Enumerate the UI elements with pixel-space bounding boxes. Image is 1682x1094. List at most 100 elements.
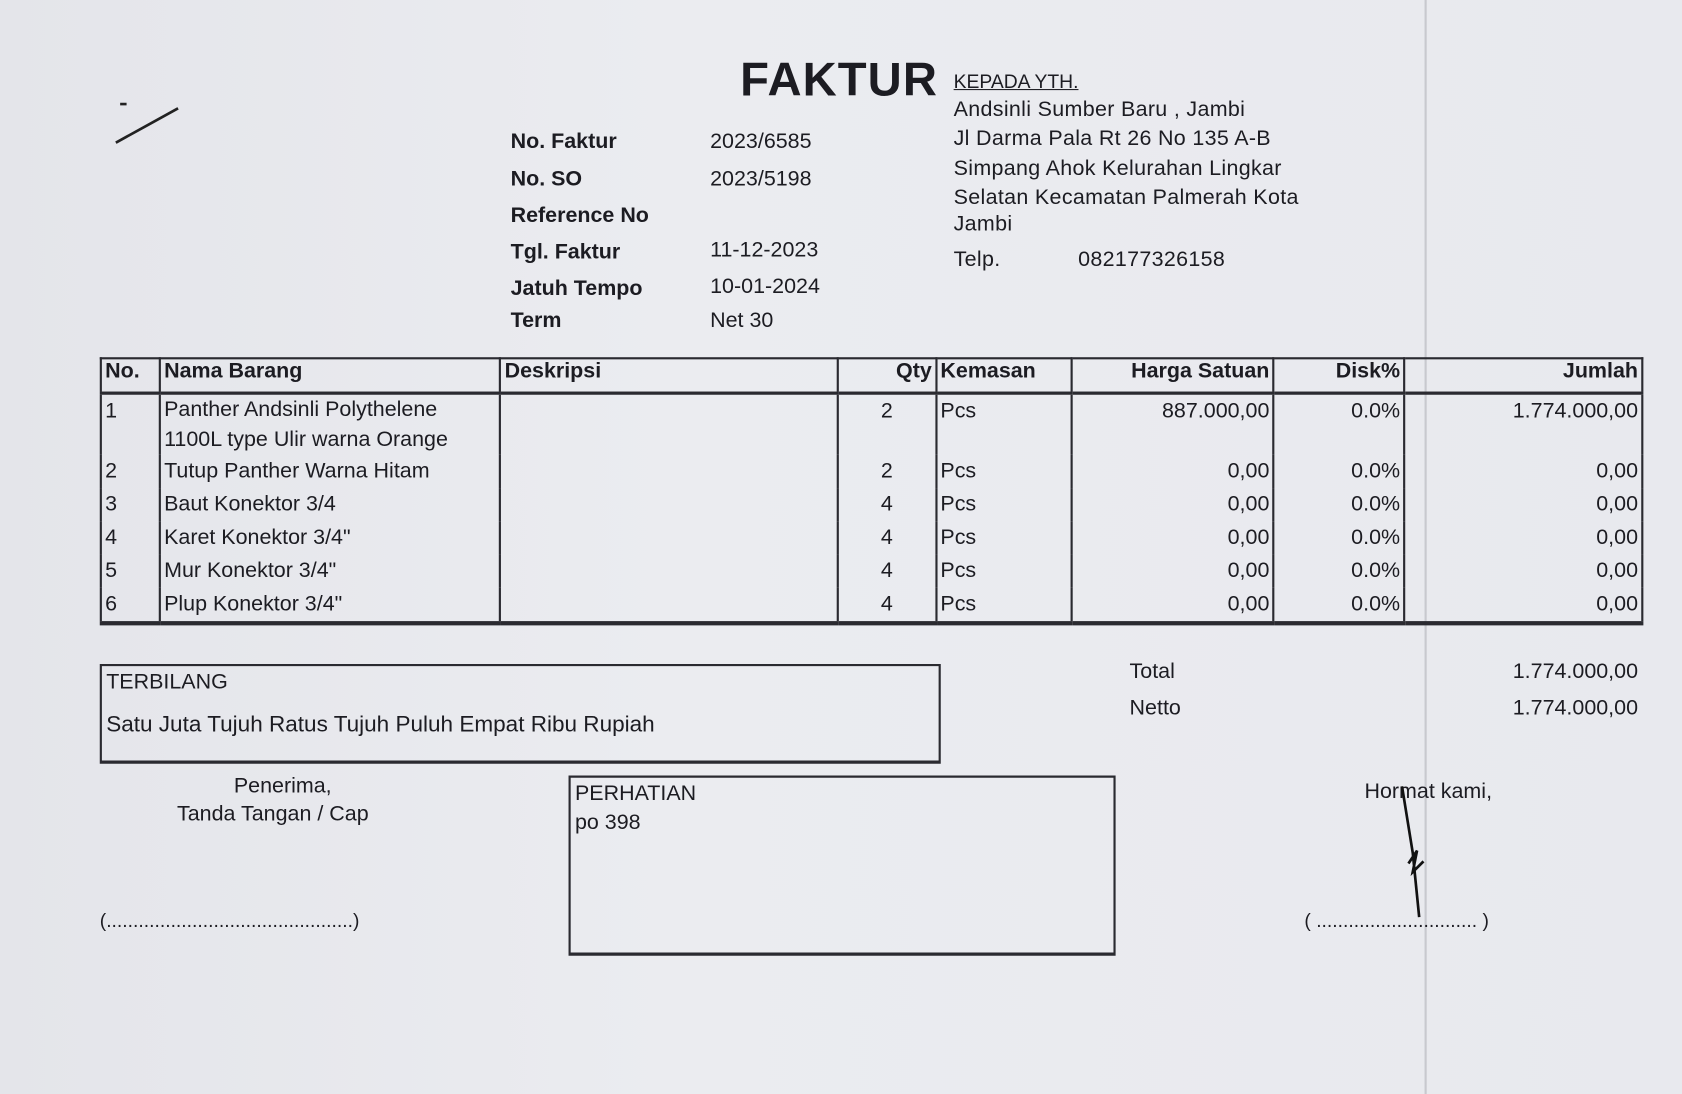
info-value: 2023/5198 [710,167,812,191]
column-header: Nama Barang [158,357,502,395]
cell-total: 1.774.000,00 [1403,393,1644,455]
cell-qty: 4 [836,587,938,626]
cell-unit: Pcs [935,454,1073,489]
column-header: Jumlah [1403,357,1644,395]
info-value: 11-12-2023 [710,238,819,262]
document-title: FAKTUR [740,53,939,107]
cell-qty: 2 [836,393,938,455]
cell-name: Karet Konektor 3/4" [158,521,502,555]
cell-price: 0,00 [1070,554,1275,588]
cell-total: 0,00 [1403,521,1644,555]
info-value: 2023/6585 [710,129,812,154]
note-box: PERHATIAN po 398 [568,775,1116,956]
cell-qty: 4 [836,554,938,588]
info-label: Reference No [510,203,649,228]
table-row: 3 Baut Konektor 3/4 4 Pcs 0,00 0.0% 0,00 [99,488,1644,522]
recipient-label: KEPADA YTH. [953,70,1079,93]
cell-price: 0,00 [1070,488,1275,522]
cell-unit: Pcs [935,554,1073,588]
cell-no: 1 [99,393,161,455]
table-row: 1 Panther Andsinli Polythelene 1100L type… [99,393,1644,455]
cell-disc: 0.0% [1272,454,1406,489]
cell-total: 0,00 [1403,554,1644,588]
column-header: Deskripsi [499,357,839,395]
cell-desc [499,554,839,588]
cell-unit: Pcs [935,521,1073,555]
cell-disc: 0.0% [1272,488,1406,522]
column-header: Disk% [1272,357,1406,395]
cell-unit: Pcs [935,393,1073,455]
receiver-signature-line: (.......................................… [99,909,360,932]
cell-no: 5 [99,554,161,588]
table-row: 5 Mur Konektor 3/4" 4 Pcs 0,00 0.0% 0,00 [99,554,1644,588]
cell-disc: 0.0% [1272,393,1406,455]
table-row: 2 Tutup Panther Warna Hitam 2 Pcs 0,00 0.0% 0,… [99,454,1644,489]
column-header: Kemasan [935,357,1073,395]
table-row: 4 Karet Konektor 3/4" 4 Pcs 0,00 0.0% 0,00 [99,521,1644,555]
cell-name: Tutup Panther Warna Hitam [158,454,502,489]
address-line: Simpang Ahok Kelurahan Lingkar [953,156,1282,181]
address-line: Jl Darma Pala Rt 26 No 135 A-B [953,126,1271,151]
cell-name: Mur Konektor 3/4" [158,554,502,588]
note-label: PERHATIAN [574,781,697,806]
column-header: Qty [836,357,938,395]
cell-desc [499,454,839,489]
cell-desc [499,393,839,455]
sender-signature-line: ( .............................. ) [1304,909,1489,932]
cell-price: 0,00 [1070,521,1275,555]
terbilang-box: TERBILANG Satu Juta Tujuh Ratus Tujuh Pu… [99,664,941,764]
info-label: Term [510,308,562,333]
phone-value: 082177326158 [1078,247,1226,272]
cell-qty: 4 [836,488,938,522]
cell-disc: 0.0% [1272,587,1406,626]
phone-label: Telp. [953,247,1001,272]
items-table: No. Nama Barang Deskripsi Qty Kemasan Ha… [99,357,1644,626]
column-header: Harga Satuan [1070,357,1275,395]
cell-desc [499,521,839,555]
cell-total: 0,00 [1403,488,1644,522]
cell-no: 6 [99,587,161,626]
handwritten-signature [1400,786,1425,918]
sender-label: Hormat kami, [1364,779,1493,804]
total-label: Total [1129,659,1175,684]
table-header-row: No. Nama Barang Deskripsi Qty Kemasan Ha… [99,357,1644,395]
cell-no: 2 [99,454,161,489]
info-value: Net 30 [710,308,774,333]
cell-unit: Pcs [935,587,1073,626]
cell-price: 887.000,00 [1070,393,1275,455]
cell-name: Plup Konektor 3/4" [158,587,502,626]
receiver-sublabel: Tanda Tangan / Cap [176,802,369,826]
pen-mark [115,102,179,144]
receiver-label: Penerima, [233,774,332,799]
column-header: No. [99,357,161,395]
netto-label: Netto [1129,696,1181,720]
info-value: 10-01-2024 [710,274,820,299]
info-label: Jatuh Tempo [510,276,643,301]
cell-no: 4 [99,521,161,555]
cell-total: 0,00 [1403,587,1644,626]
address-line: Selatan Kecamatan Palmerah Kota [953,185,1299,210]
table-row: 6 Plup Konektor 3/4" 4 Pcs 0,00 0.0% 0,00 [99,587,1644,626]
cell-qty: 2 [836,454,938,489]
terbilang-label: TERBILANG [106,670,228,695]
cell-no: 3 [99,488,161,522]
cell-price: 0,00 [1070,454,1275,489]
address-line: Jambi [953,212,1013,236]
address-line: Andsinli Sumber Baru , Jambi [953,97,1246,122]
terbilang-text: Satu Juta Tujuh Ratus Tujuh Puluh Empat … [106,712,655,737]
info-label: Tgl. Faktur [510,240,621,264]
cell-disc: 0.0% [1272,521,1406,555]
netto-value: 1.774.000,00 [1512,696,1639,720]
cell-desc [499,488,839,522]
cell-name: Panther Andsinli Polythelene 1100L type … [158,393,502,455]
info-label: No. SO [510,167,583,191]
cell-name: Baut Konektor 3/4 [158,488,502,522]
cell-desc [499,587,839,626]
info-label: No. Faktur [510,129,617,154]
cell-total: 0,00 [1403,454,1644,489]
cell-price: 0,00 [1070,587,1275,626]
cell-disc: 0.0% [1272,554,1406,588]
note-text: po 398 [574,810,641,835]
cell-qty: 4 [836,521,938,555]
